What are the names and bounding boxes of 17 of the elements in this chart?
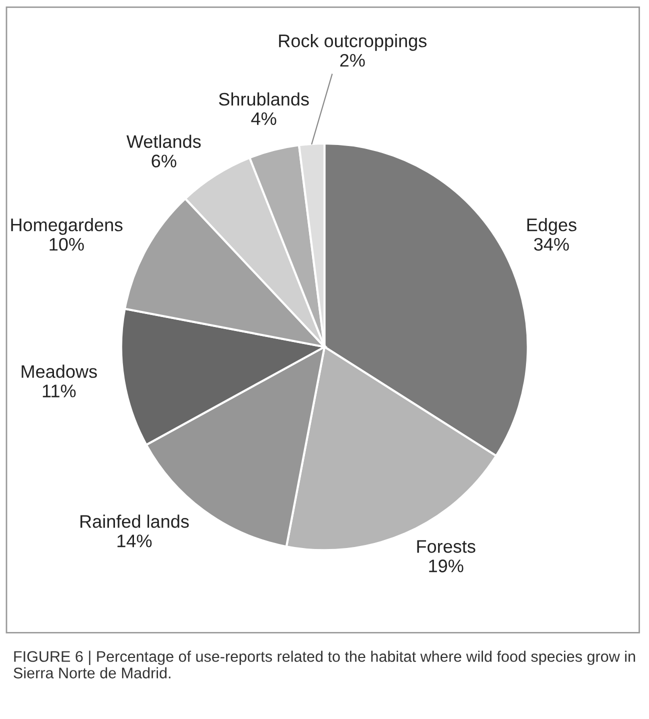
data-label: 34% bbox=[534, 238, 569, 251]
data-label: 14% bbox=[118, 534, 152, 548]
caption: FIGURE 6 | Percentage of use-reports related to the habitat where wild food species grow in Sierra Norte de Madrid. bbox=[14, 650, 636, 678]
data-label: 11% bbox=[42, 384, 76, 398]
slice-label: Rock outcroppings bbox=[279, 34, 427, 51]
slice-label: Forests bbox=[417, 540, 476, 553]
slice-label: Homegardens bbox=[11, 218, 122, 235]
slice-label: Edges bbox=[527, 218, 576, 235]
data-label: 4% bbox=[251, 112, 276, 126]
slice-label: Shrublands bbox=[218, 92, 309, 106]
slice-label: Wetlands bbox=[126, 134, 201, 148]
slice-label: Meadows bbox=[22, 364, 97, 378]
data-label: 10% bbox=[50, 238, 84, 251]
data-label: 2% bbox=[340, 54, 365, 67]
data-label: 6% bbox=[152, 154, 176, 168]
slice-label: Rainfed lands bbox=[80, 514, 189, 528]
data-label: 19% bbox=[429, 560, 464, 572]
